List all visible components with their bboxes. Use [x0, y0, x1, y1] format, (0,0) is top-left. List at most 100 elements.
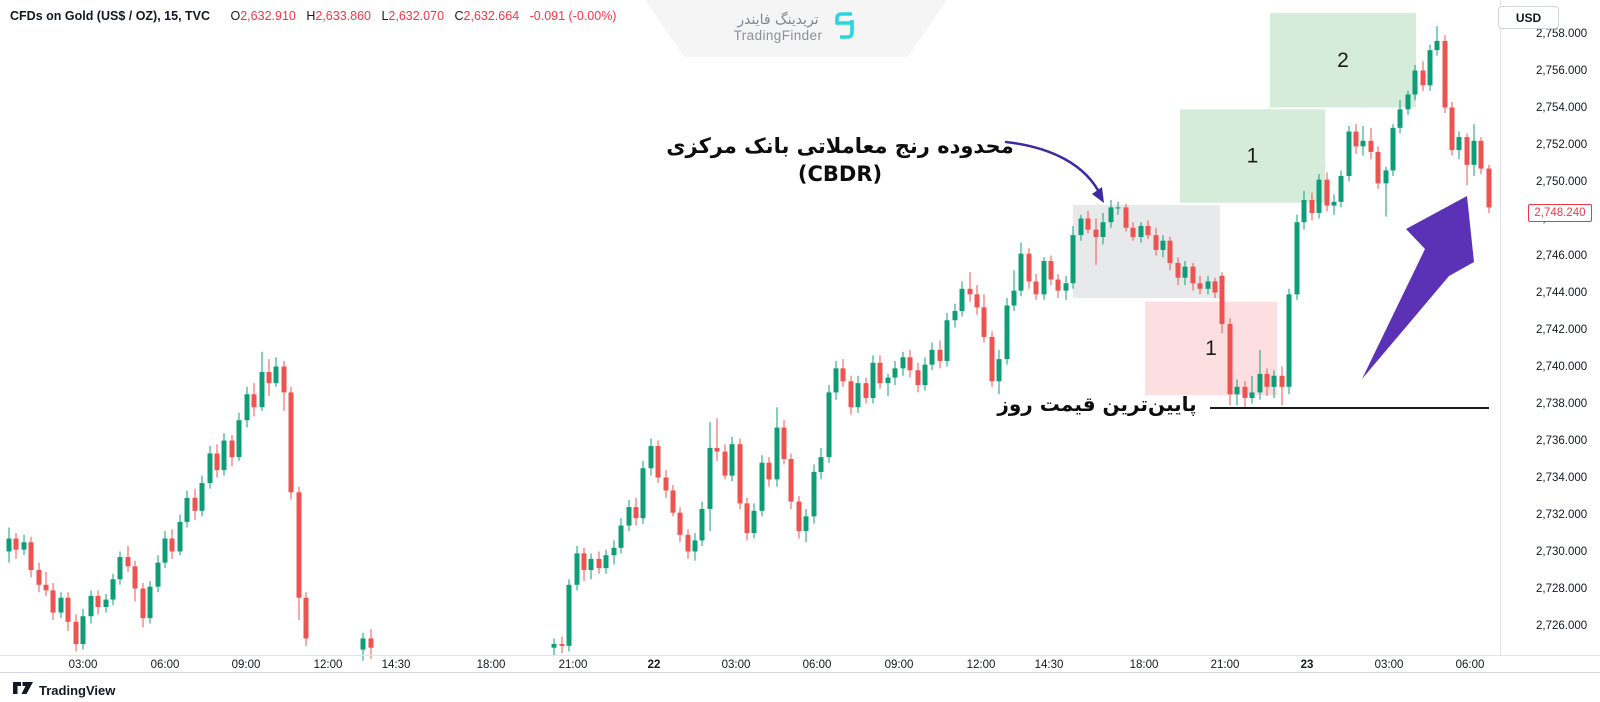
lowest-price-annotation: پایین‌ترین قیمت روز [997, 392, 1197, 416]
candle [1070, 225, 1076, 289]
candle [781, 420, 787, 465]
candle [929, 342, 935, 371]
candle [677, 507, 683, 543]
candle [1063, 275, 1069, 300]
time-axis-border-bottom [0, 672, 1600, 673]
price-axis-label: 2,758.000 [1536, 27, 1588, 40]
candle [1018, 242, 1024, 297]
symbol-title[interactable]: CFDs on Gold (US$ / OZ), 15, TVC [10, 9, 211, 23]
candle [110, 573, 116, 606]
candle [1093, 218, 1099, 265]
candle [1383, 166, 1389, 217]
candle [1420, 61, 1426, 91]
deviation-up-1-box-label: 1 [1247, 145, 1259, 168]
candle [229, 434, 235, 467]
candle [21, 534, 27, 556]
deviation-up-2-box [1270, 13, 1416, 108]
candle [368, 629, 374, 659]
candle [900, 351, 906, 376]
price-axis-border [1500, 0, 1501, 655]
candle [1353, 124, 1359, 154]
candle [1397, 100, 1403, 134]
candle [663, 470, 669, 498]
candle [199, 475, 205, 517]
candle [1271, 370, 1277, 398]
candle [251, 383, 257, 417]
candle [1227, 318, 1233, 406]
deviation-down-1-box [1145, 301, 1277, 396]
currency-button[interactable]: USD [1498, 6, 1559, 29]
range-boxes: 1 2 1 [1073, 13, 1416, 396]
candle [907, 349, 913, 378]
candle [1145, 220, 1151, 239]
candle [811, 464, 817, 524]
candle [981, 294, 987, 343]
candle [833, 360, 839, 400]
candle [1478, 137, 1484, 175]
candle [944, 312, 950, 367]
candle [1219, 272, 1225, 334]
cbdr-pointer-arrow [1004, 140, 1104, 203]
tradingview-logo-text: TradingView [39, 683, 116, 698]
candle [80, 608, 86, 650]
candle [655, 440, 661, 484]
candle [766, 457, 772, 487]
candle [1011, 270, 1017, 311]
candle [559, 636, 565, 654]
candle [633, 497, 639, 526]
candle [996, 349, 1002, 395]
candle [863, 377, 869, 404]
price-axis-label: 2,754.000 [1536, 101, 1588, 114]
candle [117, 551, 123, 585]
bullish-trend-arrow [1362, 196, 1474, 379]
candle [1257, 349, 1263, 400]
time-axis-label: 03:00 [721, 659, 751, 671]
candle [1346, 126, 1352, 182]
candle [1182, 261, 1188, 286]
candle [1486, 164, 1492, 213]
tradingfinder-logo-icon [832, 10, 858, 47]
candle [1324, 172, 1330, 212]
price-axis[interactable]: 2,758.000 2,756.000 2,754.000 2,752.000 2,75… [1500, 0, 1600, 655]
candle [36, 562, 42, 593]
price-axis-label: 2,744.000 [1536, 286, 1588, 299]
candle [288, 386, 294, 500]
candle [596, 551, 602, 574]
candle [177, 514, 183, 556]
candle [1331, 194, 1337, 215]
candle [1160, 235, 1166, 258]
price-axis-label: 2,728.000 [1536, 582, 1588, 595]
time-axis-label: 21:00 [1210, 659, 1240, 671]
candle [1368, 127, 1374, 160]
price-axis-label: 2,734.000 [1536, 471, 1588, 484]
price-axis-label: 2,746.000 [1536, 249, 1588, 262]
candle [1130, 222, 1136, 241]
price-axis-label: 2,736.000 [1536, 434, 1588, 447]
candle [244, 386, 250, 428]
price-axis-label: 2,750.000 [1536, 175, 1588, 188]
candle [892, 360, 898, 385]
time-axis-label: 09:00 [231, 659, 261, 671]
last-price-label: 2,748.240 [1528, 204, 1592, 222]
candle [603, 549, 609, 574]
candle [259, 351, 265, 411]
tradingfinder-brand-english: TradingFinder [733, 27, 823, 43]
time-axis[interactable]: 03:00 06:00 09:00 12:00 14:30 18:00 21:00 22 03:… [0, 656, 1600, 672]
candle [1048, 255, 1054, 286]
candle [774, 407, 780, 487]
candle [169, 529, 175, 559]
candle [714, 418, 720, 461]
candle [184, 490, 190, 528]
candle [722, 444, 728, 480]
candle [1375, 146, 1381, 189]
candle [6, 527, 12, 563]
deviation-up-1-box [1180, 109, 1325, 203]
price-axis-label: 2,732.000 [1536, 508, 1588, 521]
candle [707, 422, 713, 532]
candle [88, 590, 94, 624]
candle [1197, 275, 1203, 295]
tradingview-logo[interactable]: TradingView [13, 681, 115, 700]
tradingfinder-brand-farsi: تریدینگ فایندر [737, 12, 819, 29]
